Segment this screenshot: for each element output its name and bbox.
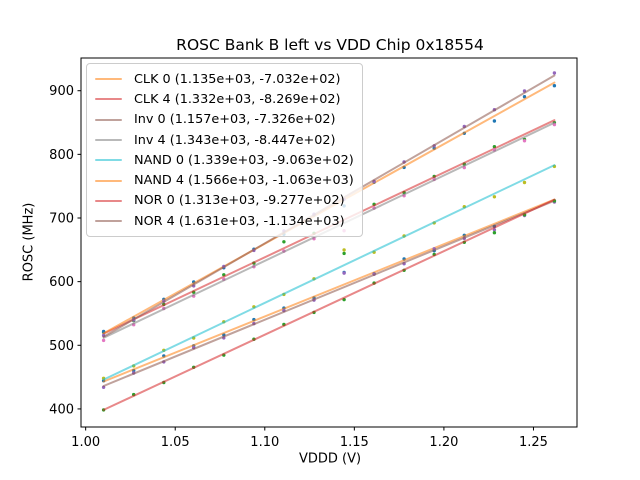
y-tick-label: 800 bbox=[49, 148, 74, 163]
data-point bbox=[522, 180, 527, 185]
data-point bbox=[342, 251, 346, 256]
y-tick-label: 600 bbox=[49, 275, 74, 290]
y-axis-label: ROSC (MHz) bbox=[21, 202, 37, 282]
data-point bbox=[282, 240, 286, 244]
legend-line-swatch bbox=[95, 98, 122, 101]
y-tick-label: 900 bbox=[49, 84, 74, 99]
fit-line-nand-0 bbox=[102, 164, 556, 381]
fit-line-clk-0 bbox=[102, 198, 556, 383]
x-tick-label: 1.10 bbox=[250, 435, 279, 450]
y-tick-label: 400 bbox=[49, 402, 74, 417]
x-tick-label: 1.05 bbox=[161, 435, 190, 450]
legend-line-swatch bbox=[95, 118, 122, 121]
legend-line-swatch bbox=[95, 139, 122, 142]
legend-item-label: Inv 4 (1.343e+03, -8.447e+02) bbox=[134, 132, 336, 148]
legend-line-swatch bbox=[95, 179, 122, 182]
legend-item-label: CLK 0 (1.135e+03, -7.032e+02) bbox=[134, 71, 341, 87]
data-point bbox=[101, 338, 106, 343]
chart-title: ROSC Bank B left vs VDD Chip 0x18554 bbox=[176, 36, 484, 54]
legend-item-label: NOR 0 (1.313e+03, -9.277e+02) bbox=[134, 193, 345, 209]
fit-line-inv-0 bbox=[102, 199, 556, 387]
legend-item-nand-0: NAND 0 (1.339e+03, -9.063e+02) bbox=[95, 150, 354, 170]
data-point bbox=[492, 195, 497, 199]
legend-item-clk-0: CLK 0 (1.135e+03, -7.032e+02) bbox=[95, 69, 354, 89]
fit-line-nor-0 bbox=[102, 198, 556, 411]
legend-item-nor-0: NOR 0 (1.313e+03, -9.277e+02) bbox=[95, 191, 354, 211]
legend-line-swatch bbox=[95, 199, 122, 202]
data-point bbox=[492, 119, 497, 123]
legend: CLK 0 (1.135e+03, -7.032e+02) CLK 4 (1.33… bbox=[86, 63, 363, 238]
legend-item-nor-4: NOR 4 (1.631e+03, -1.134e+03) bbox=[95, 211, 354, 231]
legend-item-clk-4: CLK 4 (1.332e+03, -8.269e+02) bbox=[95, 89, 354, 109]
data-point bbox=[522, 139, 527, 143]
legend-item-nand-4: NAND 4 (1.566e+03, -1.063e+03) bbox=[95, 170, 354, 190]
legend-item-label: CLK 4 (1.332e+03, -8.269e+02) bbox=[134, 91, 341, 107]
legend-line-swatch bbox=[95, 78, 122, 81]
data-point bbox=[552, 84, 557, 88]
y-tick-label: 500 bbox=[49, 339, 74, 354]
legend-line-swatch bbox=[95, 159, 122, 162]
data-point bbox=[342, 248, 346, 252]
x-tick-label: 1.15 bbox=[340, 435, 369, 450]
legend-item-label: NOR 4 (1.631e+03, -1.134e+03) bbox=[134, 213, 345, 229]
legend-item-label: NAND 0 (1.339e+03, -9.063e+02) bbox=[134, 152, 354, 168]
axes-frame bbox=[80, 57, 578, 428]
legend-line-swatch bbox=[95, 220, 122, 223]
x-tick-label: 1.00 bbox=[71, 435, 100, 450]
legend-item-label: NAND 4 (1.566e+03, -1.063e+03) bbox=[134, 173, 354, 189]
legend-item-label: Inv 0 (1.157e+03, -7.326e+02) bbox=[134, 112, 336, 128]
data-point bbox=[522, 95, 527, 99]
x-tick-label: 1.25 bbox=[519, 435, 548, 450]
data-point bbox=[552, 71, 557, 75]
y-tick-label: 700 bbox=[49, 211, 74, 226]
data-point bbox=[342, 271, 346, 275]
x-axis-label: VDDD (V) bbox=[298, 451, 362, 467]
x-tick-label: 1.20 bbox=[429, 435, 458, 450]
legend-item-inv-4: Inv 4 (1.343e+03, -8.447e+02) bbox=[95, 130, 354, 150]
data-point bbox=[492, 231, 497, 235]
legend-item-inv-0: Inv 0 (1.157e+03, -7.326e+02) bbox=[95, 110, 354, 130]
